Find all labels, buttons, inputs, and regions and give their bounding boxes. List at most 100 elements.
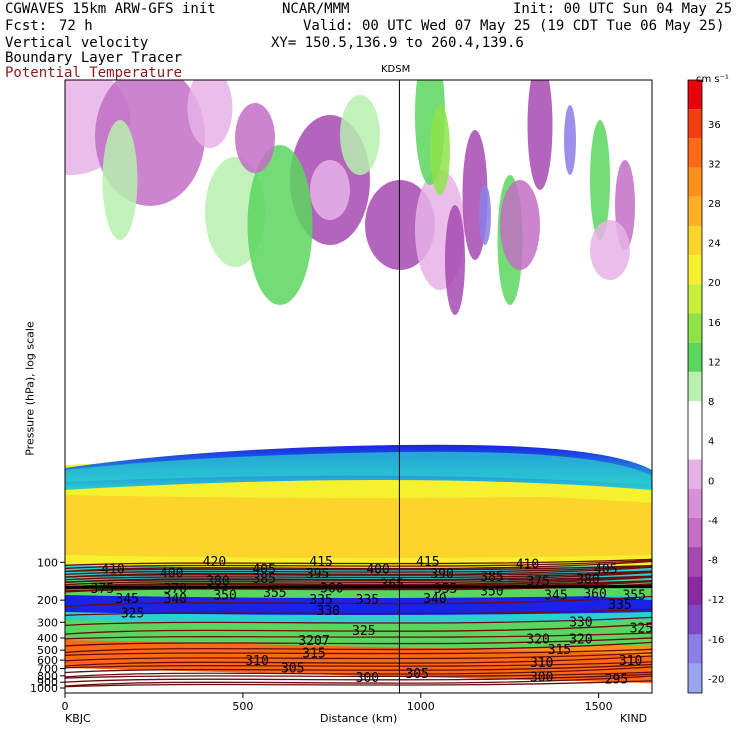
theta-label: 355 xyxy=(263,586,286,601)
colorbar-swatch xyxy=(688,517,702,548)
colorbar-swatch xyxy=(688,605,702,635)
theta-label: 305 xyxy=(281,662,304,677)
y-tick-label: 600 xyxy=(37,654,58,667)
theta-label: 315 xyxy=(302,646,325,661)
colorbar-swatch xyxy=(688,284,702,314)
theta-label: 295 xyxy=(605,672,628,687)
theta-label: 330 xyxy=(317,604,340,619)
theta-label: 315 xyxy=(548,643,571,658)
svg-text:310: 310 xyxy=(245,654,268,669)
layer-top-cyan xyxy=(65,451,652,485)
theta-contour xyxy=(65,680,652,688)
colorbar-swatch xyxy=(688,634,702,664)
svg-text:375: 375 xyxy=(91,582,114,597)
shading-blob xyxy=(235,103,275,173)
svg-text:420: 420 xyxy=(203,555,226,570)
y-tick-label: 800 xyxy=(37,670,58,683)
svg-text:305: 305 xyxy=(405,667,428,682)
x-axis-label: Distance (km) xyxy=(320,712,398,725)
theta-label: 400 xyxy=(366,562,389,577)
shading-blob xyxy=(527,80,553,190)
svg-text:415: 415 xyxy=(416,555,439,570)
theta-label: 350 xyxy=(480,585,503,600)
svg-text:335: 335 xyxy=(309,593,332,608)
theta-contour xyxy=(65,608,652,616)
colorbar-swatch xyxy=(688,430,702,460)
theta-contour xyxy=(65,559,652,570)
theta-contour xyxy=(65,595,652,608)
theta-label: 350 xyxy=(213,588,236,603)
svg-text:385: 385 xyxy=(480,570,503,585)
colorbar-tick-label: 4 xyxy=(708,437,714,448)
svg-text:365: 365 xyxy=(381,578,404,593)
theta-contour xyxy=(65,580,652,588)
theta-label: 320 xyxy=(526,633,549,648)
theta-label: 335 xyxy=(309,593,332,608)
field-boundary-layer: Boundary Layer Tracer xyxy=(5,50,183,66)
shading-blob xyxy=(590,120,610,240)
svg-text:325: 325 xyxy=(352,624,375,639)
theta-contour xyxy=(65,675,652,687)
shading-blob xyxy=(564,105,576,175)
svg-text:360: 360 xyxy=(583,587,606,602)
xy-label: XY= 150.5,136.9 to 260.4,139.6 xyxy=(271,35,524,51)
theta-contour xyxy=(65,623,652,635)
theta-contour xyxy=(65,671,652,679)
theta-label: 390 xyxy=(430,567,453,582)
svg-text:330: 330 xyxy=(569,615,592,630)
shading-blob xyxy=(247,145,313,305)
shading-blob xyxy=(430,105,450,195)
theta-label: 330 xyxy=(569,615,592,630)
plot-frame xyxy=(64,79,653,694)
theta-label: 340 xyxy=(164,592,187,607)
svg-text:355: 355 xyxy=(263,586,286,601)
y-tick-label: 1000 xyxy=(30,682,58,695)
svg-text:310: 310 xyxy=(619,654,642,669)
theta-label: 380 xyxy=(576,573,599,588)
svg-text:375: 375 xyxy=(526,575,549,590)
svg-text:320: 320 xyxy=(569,633,592,648)
x-tick-label: 500 xyxy=(232,700,253,713)
theta-label: 345 xyxy=(116,592,139,607)
left-station-label: KBJC xyxy=(65,712,91,725)
y-axis-label: Pressure (hPa), log scale xyxy=(23,321,37,456)
svg-text:360: 360 xyxy=(320,581,343,596)
colorbar-swatch xyxy=(688,342,702,372)
theta-label: 345 xyxy=(544,588,567,603)
theta-contour xyxy=(65,570,652,578)
svg-text:345: 345 xyxy=(544,588,567,603)
theta-contour xyxy=(65,576,652,588)
valid-label: Valid: 00 UTC Wed 07 May 25 (19 CDT Tue … xyxy=(303,18,725,34)
svg-text:410: 410 xyxy=(101,562,124,577)
svg-text:370: 370 xyxy=(164,582,187,597)
colorbar-tick-label: 8 xyxy=(708,397,714,408)
station-marker-label: KDSM xyxy=(381,64,411,75)
right-station-label: KIND xyxy=(620,712,648,725)
colorbar-tick-label: 20 xyxy=(708,278,721,289)
colorbar-tick-label: -12 xyxy=(708,595,724,606)
svg-text:340: 340 xyxy=(164,592,187,607)
theta-label: 320 xyxy=(569,633,592,648)
theta-contour xyxy=(65,575,652,583)
svg-text:405: 405 xyxy=(252,562,275,577)
theta-label: 365 xyxy=(381,578,404,593)
theta-contour xyxy=(65,663,652,674)
theta-label: 325 xyxy=(630,621,652,636)
colorbar-frame xyxy=(687,79,703,694)
theta-label: 300 xyxy=(530,670,553,685)
theta-contour xyxy=(65,666,652,678)
y-tick-label: 300 xyxy=(37,616,58,629)
shading-blob xyxy=(102,120,138,240)
svg-text:340: 340 xyxy=(423,592,446,607)
theta-label: 335 xyxy=(608,598,631,613)
colorbar-swatch xyxy=(688,196,702,226)
theta-label: 385 xyxy=(252,572,275,587)
theta-label: 310 xyxy=(530,656,553,671)
colorbar-tick-label: 28 xyxy=(708,199,721,210)
y-tick-label: 700 xyxy=(37,663,58,676)
theta-contour xyxy=(65,566,652,578)
theta-label: 420 xyxy=(203,555,226,570)
svg-text:385: 385 xyxy=(252,572,275,587)
theta-contour xyxy=(65,673,652,683)
svg-text:415: 415 xyxy=(309,555,332,570)
